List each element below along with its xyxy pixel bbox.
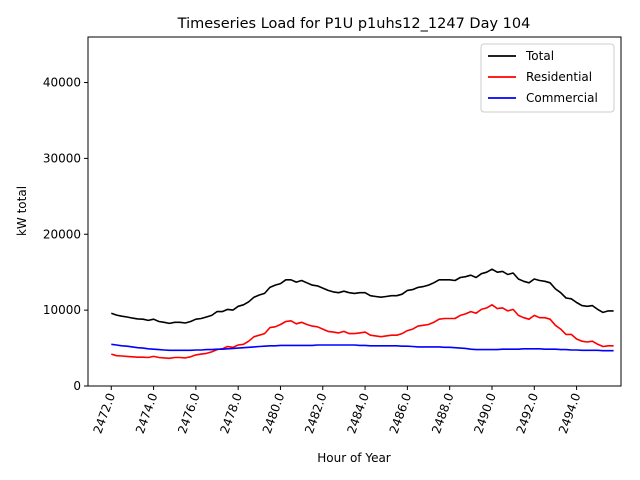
series-layer [111, 268, 614, 360]
y-tick-label: 10000 [43, 303, 81, 317]
legend-label-commercial: Commercial [526, 91, 598, 105]
y-tick-label: 30000 [43, 151, 81, 165]
series-line-residential [111, 304, 614, 360]
y-axis-label: kW total [15, 186, 29, 236]
legend: Total Residential Commercial [480, 43, 615, 113]
legend-label-total: Total [525, 49, 554, 63]
y-tick-label: 20000 [43, 227, 81, 241]
y-tick-label: 0 [73, 379, 81, 393]
chart-title: Timeseries Load for P1U p1uhs12_1247 Day… [177, 16, 531, 32]
legend-box [480, 43, 615, 113]
axes-frame [87, 36, 622, 387]
series-line-total [111, 268, 614, 325]
y-tick-label: 40000 [43, 76, 81, 90]
y-axis: 0 10000 20000 30000 40000 [43, 76, 88, 393]
legend-label-residential: Residential [526, 70, 592, 84]
series-line-commercial [111, 343, 614, 352]
x-axis-label: Hour of Year [317, 451, 391, 465]
